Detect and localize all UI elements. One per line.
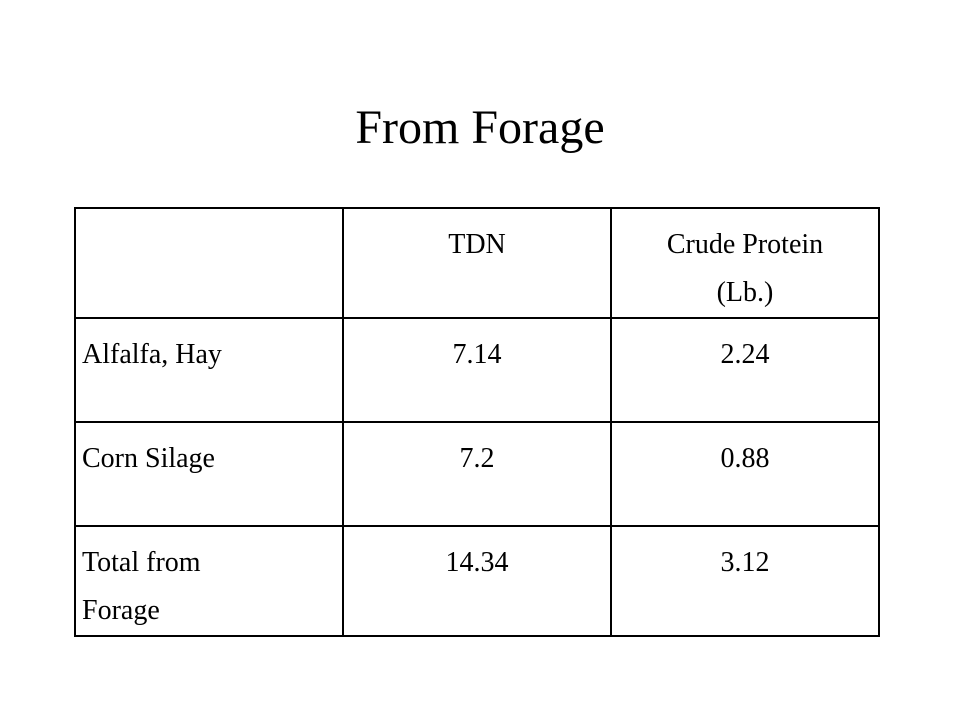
data-table: TDN Crude Protein (Lb.) Alfalfa, Hay 7.14 2.… <box>74 207 880 637</box>
table-cell: 2.24 <box>610 317 880 423</box>
cell-text: Total from Forage <box>82 547 201 626</box>
cell-text: Alfalfa, Hay <box>82 339 222 370</box>
header-cell: TDN <box>342 207 612 319</box>
cell-text: 2.24 <box>720 339 770 370</box>
cell-text: Crude Protein (Lb.) <box>666 229 824 308</box>
table-cell: Corn Silage <box>74 421 344 527</box>
cell-text: 7.14 <box>452 339 502 370</box>
table-cell: 3.12 <box>610 525 880 637</box>
cell-text: Corn Silage <box>82 443 215 474</box>
cell-text: 0.88 <box>720 443 770 474</box>
table-cell: 14.34 <box>342 525 612 637</box>
table-cell: Alfalfa, Hay <box>74 317 344 423</box>
table-cell: 7.14 <box>342 317 612 423</box>
cell-text: 14.34 <box>445 547 509 578</box>
table-cell: 7.2 <box>342 421 612 527</box>
table-row: Alfalfa, Hay 7.14 2.24 <box>74 317 880 423</box>
table-row: Total from Forage 14.34 3.12 <box>74 525 880 637</box>
cell-text: TDN <box>448 229 506 260</box>
header-cell: Crude Protein (Lb.) <box>610 207 880 319</box>
cell-text: 7.2 <box>459 443 495 474</box>
header-cell <box>74 207 344 319</box>
table-body: TDN Crude Protein (Lb.) Alfalfa, Hay 7.14 2.… <box>74 207 880 637</box>
cell-text: 3.12 <box>720 547 770 578</box>
table-cell: 0.88 <box>610 421 880 527</box>
table-cell: Total from Forage <box>74 525 344 637</box>
slide-title: From Forage <box>355 101 605 154</box>
table-row: Corn Silage 7.2 0.88 <box>74 421 880 527</box>
header-row: TDN Crude Protein (Lb.) <box>74 207 880 319</box>
